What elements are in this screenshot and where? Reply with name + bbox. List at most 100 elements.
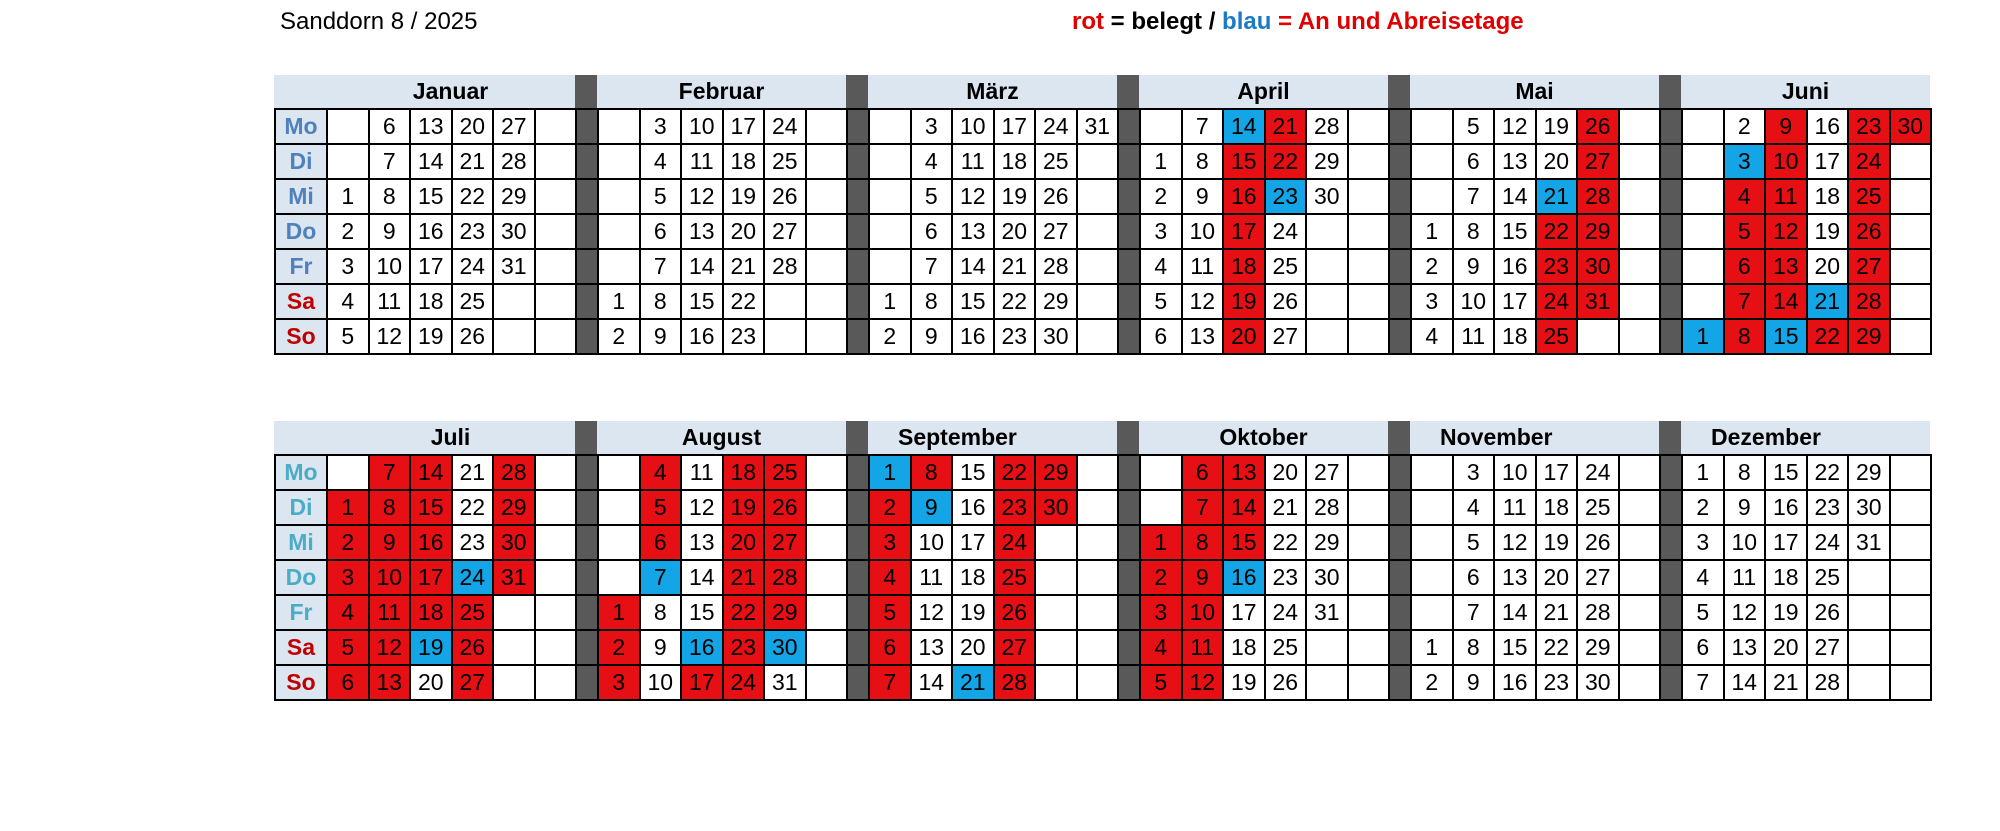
date-cell: 17 (409, 559, 453, 596)
month-label: Oktober (1219, 424, 1308, 450)
month-separator (1117, 594, 1141, 631)
date-cell: 12 (367, 318, 411, 355)
empty-cell (1888, 664, 1932, 701)
date-cell: 1 (1139, 143, 1183, 180)
month-separator (846, 594, 870, 631)
date-cell: 15 (1222, 524, 1266, 561)
date-cell: 12 (680, 178, 724, 215)
date-cell: 24 (450, 559, 494, 596)
month-separator (1388, 213, 1412, 250)
date-cell: 30 (1847, 489, 1891, 526)
date-cell: 1 (597, 283, 641, 320)
month-separator (846, 143, 870, 180)
legend-blue-label: blau (1222, 8, 1272, 35)
month-header-row: Januar Februar März April Mai Juni (274, 75, 1930, 108)
date-cell: 7 (1451, 178, 1495, 215)
date-cell: 21 (450, 143, 494, 180)
date-cell: 6 (1451, 143, 1495, 180)
date-cell: 26 (1805, 594, 1849, 631)
empty-cell (1681, 143, 1725, 180)
date-cell: 18 (1534, 489, 1578, 526)
date-cell: 10 (1451, 283, 1495, 320)
date-cell: 18 (1805, 178, 1849, 215)
empty-cell (1888, 143, 1932, 180)
date-cell: 27 (1847, 248, 1891, 285)
month-separator (1659, 454, 1683, 491)
empty-cell (1576, 318, 1620, 355)
date-cell: 17 (1493, 283, 1537, 320)
date-cell: 21 (1764, 664, 1808, 701)
month-separator (1659, 524, 1683, 561)
empty-cell (804, 283, 848, 320)
date-cell: 13 (680, 213, 724, 250)
empty-cell (597, 178, 641, 215)
month-separator (1117, 283, 1141, 320)
date-cell: 29 (492, 489, 536, 526)
empty-cell (1888, 629, 1932, 666)
week-day-row: Sa 5 12 19 26 2 9 16 23 30 6 13 20 27 4 11 18 25 1 8 15 22 29 6… (274, 629, 1932, 666)
date-cell: 21 (992, 248, 1036, 285)
date-cell: 11 (367, 283, 411, 320)
empty-cell (1410, 454, 1454, 491)
date-cell: 5 (638, 178, 682, 215)
date-cell: 22 (1263, 143, 1307, 180)
empty-cell (1617, 629, 1661, 666)
date-cell: 5 (1451, 108, 1495, 145)
empty-cell (1346, 178, 1390, 215)
empty-cell (492, 318, 536, 355)
empty-cell (804, 594, 848, 631)
empty-cell (1681, 178, 1725, 215)
month-separator (575, 283, 599, 320)
date-cell: 17 (951, 524, 995, 561)
date-cell: 28 (763, 248, 807, 285)
empty-cell (1346, 559, 1390, 596)
month-label: April (1237, 78, 1290, 104)
month-label: Dezember (1711, 424, 1821, 450)
date-cell: 8 (638, 283, 682, 320)
date-cell: 2 (868, 489, 912, 526)
empty-cell (1617, 489, 1661, 526)
date-cell: 16 (1493, 664, 1537, 701)
date-cell: 24 (1263, 594, 1307, 631)
date-cell: 20 (951, 629, 995, 666)
empty-cell (533, 454, 577, 491)
empty-cell (533, 108, 577, 145)
date-cell: 7 (868, 664, 912, 701)
week-day-row: Do 3 10 17 24 31 7 14 21 28 4 11 18 25 2 9 16 23 30 6 13 20 27… (274, 559, 1932, 596)
date-cell: 17 (1805, 143, 1849, 180)
date-cell: 18 (1764, 559, 1808, 596)
date-cell: 9 (1180, 178, 1224, 215)
date-cell: 31 (763, 664, 807, 701)
weekday-label: Sa (274, 283, 328, 320)
month-separator (1388, 248, 1412, 285)
empty-cell (1305, 248, 1349, 285)
empty-cell (1617, 108, 1661, 145)
date-cell: 17 (1534, 454, 1578, 491)
empty-cell (804, 178, 848, 215)
date-cell: 28 (1576, 594, 1620, 631)
date-cell: 26 (1263, 283, 1307, 320)
date-cell: 1 (597, 594, 641, 631)
date-cell: 15 (951, 283, 995, 320)
month-separator (1388, 594, 1412, 631)
date-cell: 15 (1764, 318, 1808, 355)
date-cell: 4 (1139, 629, 1183, 666)
month-separator (846, 489, 870, 526)
date-cell: 24 (1847, 143, 1891, 180)
date-cell: 13 (1722, 629, 1766, 666)
date-cell: 25 (1034, 143, 1078, 180)
month-separator (575, 178, 599, 215)
empty-cell (1346, 454, 1390, 491)
month-separator (1388, 108, 1412, 145)
date-cell: 3 (326, 559, 370, 596)
empty-cell (1075, 524, 1119, 561)
date-cell: 23 (721, 318, 765, 355)
date-cell: 19 (1222, 283, 1266, 320)
empty-cell (1139, 108, 1183, 145)
empty-cell (1410, 489, 1454, 526)
empty-cell (1617, 283, 1661, 320)
date-cell: 31 (1576, 283, 1620, 320)
date-cell: 7 (1180, 489, 1224, 526)
empty-cell (1410, 108, 1454, 145)
date-cell: 16 (409, 213, 453, 250)
